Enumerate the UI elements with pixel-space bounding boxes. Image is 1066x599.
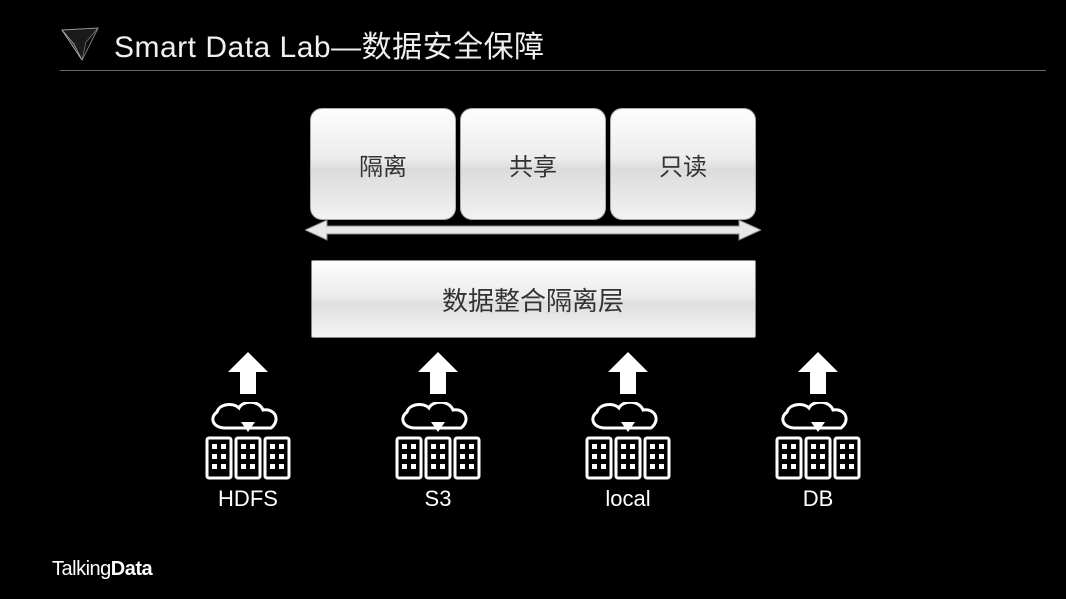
architecture-diagram: 隔离 共享 只读 数据整合隔离层 [0,108,1066,512]
cloud-server-icon [203,402,293,480]
up-arrow-icon [228,352,268,394]
up-arrow-icon [608,352,648,394]
source-local: local [583,402,673,512]
up-arrow-row [228,352,838,394]
cloud-server-icon [393,402,483,480]
source-label: local [605,486,650,512]
box-share: 共享 [460,108,606,220]
source-db: DB [773,402,863,512]
up-arrow-icon [418,352,458,394]
source-s3: S3 [393,402,483,512]
box-readonly: 只读 [610,108,756,220]
double-arrow-icon [305,218,761,242]
source-label: DB [803,486,834,512]
source-hdfs: HDFS [203,402,293,512]
cloud-server-icon [773,402,863,480]
cloud-server-icon [583,402,673,480]
brand-suffix: Data [111,558,152,580]
brand-prefix: Talking [52,558,111,580]
page-title: Smart Data Lab—数据安全保障 [114,22,545,66]
source-label: S3 [425,486,452,512]
slide-header: Smart Data Lab—数据安全保障 [60,22,545,66]
box-isolation: 隔离 [310,108,456,220]
header-divider [60,70,1046,71]
integration-layer-box: 数据整合隔离层 [311,260,756,338]
source-row: HDFS [203,402,863,512]
up-arrow-icon [798,352,838,394]
logo-icon [60,26,100,62]
access-mode-row: 隔离 共享 只读 [310,108,756,220]
source-label: HDFS [218,486,278,512]
footer-brand: TalkingData [52,558,152,581]
